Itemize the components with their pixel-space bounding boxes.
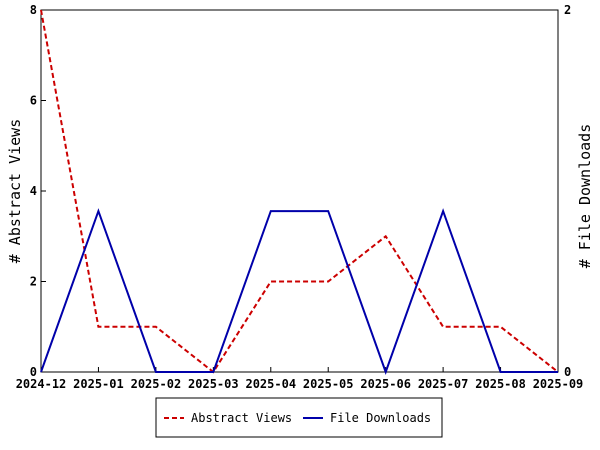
x-tick-label: 2025-09 — [533, 377, 584, 391]
legend-label-abstract-views: Abstract Views — [191, 411, 292, 425]
x-tick-label: 2024-12 — [16, 377, 67, 391]
legend-box — [155, 397, 443, 438]
y-tick-label: 2 — [30, 275, 37, 289]
series-layer — [40, 9, 559, 375]
x-tick-label: 2025-02 — [131, 377, 182, 391]
series-line-file-downloads — [40, 208, 558, 375]
plot-area — [40, 9, 559, 373]
y2-tick-label: 2 — [564, 3, 571, 17]
x-tick-label: 2025-06 — [360, 377, 411, 391]
x-axis: 2024-12 2025-01 2025-02 2025-03 2025-04 2025-… — [16, 367, 584, 391]
y-tick-label: 0 — [30, 365, 37, 379]
legend-label-file-downloads: File Downloads — [330, 411, 431, 425]
x-tick-label: 2025-05 — [303, 377, 354, 391]
x-tick-label: 2025-04 — [245, 377, 296, 391]
right-axis-label: # File Downloads — [576, 124, 594, 269]
legend: Abstract Views File Downloads — [155, 397, 443, 438]
series-line-abstract-views — [40, 9, 559, 374]
left-axis-label: # Abstract Views — [6, 119, 24, 264]
y-tick-label: 4 — [30, 184, 37, 198]
y-tick-label: 6 — [30, 94, 37, 108]
x-tick-label: 2025-08 — [475, 377, 526, 391]
y-tick-label: 8 — [30, 3, 37, 17]
x-tick-label: 2025-01 — [73, 377, 124, 391]
x-tick-label: 2025-07 — [418, 377, 469, 391]
x-tick-label: 2025-03 — [188, 377, 239, 391]
y2-tick-label: 0 — [564, 365, 571, 379]
